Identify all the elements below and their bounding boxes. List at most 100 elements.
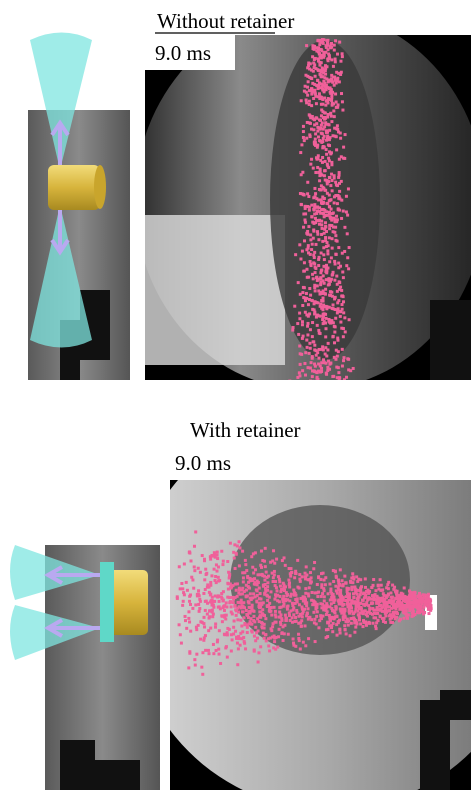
- droplet: [285, 617, 288, 620]
- droplet: [244, 559, 247, 562]
- droplet: [298, 639, 301, 642]
- droplet: [199, 620, 202, 623]
- droplet: [328, 583, 331, 586]
- droplet: [216, 557, 219, 560]
- droplet: [299, 648, 302, 651]
- droplet: [342, 300, 345, 303]
- droplet: [306, 611, 309, 614]
- droplet: [312, 340, 315, 343]
- droplet: [181, 587, 184, 590]
- droplet: [319, 578, 322, 581]
- droplet: [317, 264, 320, 267]
- droplet: [310, 158, 313, 161]
- droplet: [275, 621, 278, 624]
- droplet: [304, 351, 307, 354]
- droplet: [341, 610, 344, 613]
- droplet: [249, 592, 252, 595]
- droplet: [341, 596, 344, 599]
- droplet: [315, 102, 318, 105]
- droplet: [320, 57, 323, 60]
- droplet: [328, 194, 331, 197]
- droplet: [262, 632, 265, 635]
- droplet: [332, 375, 335, 378]
- droplet: [298, 371, 301, 374]
- droplet: [205, 572, 208, 575]
- droplet: [341, 252, 344, 255]
- droplet: [322, 572, 325, 575]
- droplet: [284, 564, 287, 567]
- droplet: [319, 212, 322, 215]
- droplet: [283, 602, 286, 605]
- droplet: [297, 633, 300, 636]
- droplet: [280, 617, 283, 620]
- droplet: [336, 301, 339, 304]
- droplet: [217, 648, 220, 651]
- droplet: [307, 225, 310, 228]
- droplet: [329, 362, 332, 365]
- droplet: [348, 246, 351, 249]
- droplet: [300, 173, 303, 176]
- droplet: [337, 589, 340, 592]
- droplet: [318, 179, 321, 182]
- droplet: [326, 348, 329, 351]
- droplet: [250, 555, 253, 558]
- droplet: [321, 54, 324, 57]
- droplet: [313, 45, 316, 48]
- droplet: [270, 590, 273, 593]
- droplet: [334, 599, 337, 602]
- droplet: [328, 129, 331, 132]
- droplet: [218, 579, 221, 582]
- droplet: [305, 614, 308, 617]
- droplet: [334, 234, 337, 237]
- droplet: [314, 57, 317, 60]
- droplet: [317, 626, 320, 629]
- droplet: [218, 629, 221, 632]
- droplet: [328, 236, 331, 239]
- droplet: [306, 346, 309, 349]
- droplet: [381, 610, 384, 613]
- droplet: [388, 610, 391, 613]
- droplet: [308, 342, 311, 345]
- droplet: [302, 335, 305, 338]
- droplet: [368, 621, 371, 624]
- droplet: [332, 230, 335, 233]
- droplet: [384, 607, 387, 610]
- droplet: [332, 134, 335, 137]
- droplet: [260, 550, 263, 553]
- droplet: [181, 604, 184, 607]
- droplet: [315, 301, 318, 304]
- droplet: [390, 602, 393, 605]
- droplet: [227, 588, 230, 591]
- droplet: [273, 570, 276, 573]
- droplet: [319, 364, 322, 367]
- droplet: [314, 607, 317, 610]
- droplet: [395, 616, 398, 619]
- droplet: [394, 603, 397, 606]
- droplet: [311, 243, 314, 246]
- droplet: [241, 571, 244, 574]
- droplet: [342, 146, 345, 149]
- droplet: [376, 619, 379, 622]
- droplet: [331, 616, 334, 619]
- droplet: [356, 610, 359, 613]
- droplet: [208, 609, 211, 612]
- droplet: [340, 155, 343, 158]
- droplet: [312, 167, 315, 170]
- droplet: [322, 38, 325, 41]
- droplet: [403, 586, 406, 589]
- droplet: [297, 281, 300, 284]
- droplet: [238, 564, 241, 567]
- droplet: [293, 620, 296, 623]
- droplet: [246, 623, 249, 626]
- droplet: [312, 567, 315, 570]
- droplet: [330, 198, 333, 201]
- droplet: [302, 597, 305, 600]
- droplet: [348, 318, 351, 321]
- droplet: [342, 311, 345, 314]
- droplet: [228, 628, 231, 631]
- droplet: [311, 355, 314, 358]
- droplet: [305, 339, 308, 342]
- droplet: [314, 267, 317, 270]
- droplet: [272, 576, 275, 579]
- droplet: [369, 612, 372, 615]
